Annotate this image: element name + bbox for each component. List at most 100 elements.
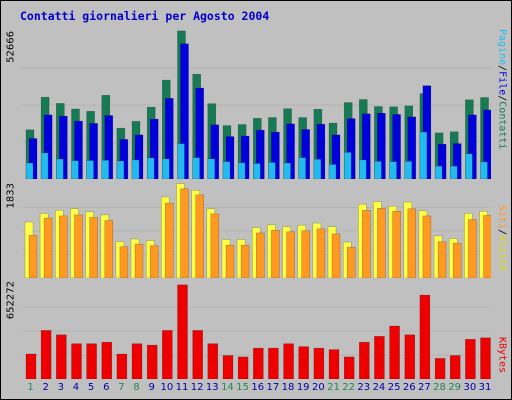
bar-file-day-18 [286,123,295,179]
bar-siti-day-23 [362,210,371,278]
bar-siti-day-7 [119,246,129,278]
bar-file-day-22 [346,118,356,179]
bar-siti-day-11 [180,188,189,278]
bar-pagine-day-2 [40,152,49,179]
bar-kbytes-day-22 [343,356,355,379]
bar-siti-day-28 [437,241,447,278]
bar-file-day-6 [104,115,114,179]
x-label-day-14: 14 [221,382,234,393]
x-label-day-23: 23 [357,382,371,393]
bar-pagine-day-8 [131,159,140,179]
bar-kbytes-day-7 [116,353,128,379]
x-label-day-28: 28 [433,382,446,393]
bar-siti-day-2 [43,217,53,278]
bar-pagine-day-14 [222,161,231,179]
bar-pagine-day-17 [268,162,276,179]
bar-siti-day-20 [316,228,326,278]
bar-siti-day-22 [346,246,356,278]
bar-siti-day-21 [331,233,341,278]
bar-kbytes-day-18 [283,343,294,379]
bar-kbytes-day-16 [253,347,264,379]
bar-file-day-7 [119,139,129,179]
x-label-day-17: 17 [266,382,280,393]
bar-file-day-21 [331,134,341,179]
x-label-day-20: 20 [311,382,325,393]
x-label-day-2: 2 [42,382,49,393]
middle-legend: Siti/Visite [493,205,511,275]
bar-siti-day-3 [59,215,68,278]
x-label-day-10: 10 [160,382,174,393]
bar-kbytes-day-23 [359,341,370,379]
bar-kbytes-day-20 [313,347,325,379]
bar-pagine-day-4 [71,160,79,179]
x-label-day-21: 21 [327,382,340,393]
bar-pagine-day-11 [177,143,185,179]
x-label-day-12: 12 [190,382,204,393]
bar-kbytes-day-17 [268,347,279,379]
legend-file: File [496,71,508,96]
bar-pagine-day-25 [389,161,397,179]
bar-kbytes-day-25 [389,325,400,379]
bar-siti-day-29 [452,242,462,278]
bar-kbytes-day-28 [434,358,446,379]
top-axis-max-label: 52666 [5,31,17,63]
bar-kbytes-day-4 [71,343,82,379]
x-label-day-22: 22 [342,382,355,393]
top-bar-chart [21,30,491,179]
bottom-axis-max: 652272 [3,281,19,341]
x-label-day-26: 26 [402,382,416,393]
bar-pagine-day-30 [465,153,473,179]
bar-pagine-day-13 [207,158,216,179]
bar-siti-day-30 [468,219,477,278]
bar-file-day-15 [240,135,250,179]
bar-kbytes-day-13 [207,343,219,379]
x-label-day-9: 9 [148,382,155,393]
bar-kbytes-day-19 [298,346,309,379]
bar-pagine-day-27 [419,131,428,179]
bottom-legend: KBytes [493,337,511,377]
bar-pagine-day-31 [480,161,488,179]
top-panel [21,29,491,179]
bar-file-day-5 [89,123,98,179]
bar-kbytes-day-27 [419,294,431,379]
bar-siti-day-10 [165,202,174,278]
bar-kbytes-day-12 [192,330,203,379]
bar-kbytes-day-21 [328,349,340,379]
x-label-day-18: 18 [281,382,295,393]
bar-pagine-day-12 [192,157,200,179]
bar-kbytes-day-1 [25,353,37,379]
bar-kbytes-day-29 [449,355,461,379]
bar-kbytes-day-15 [237,356,249,379]
bar-siti-day-4 [74,214,83,278]
bar-kbytes-day-2 [40,330,52,379]
bar-file-day-16 [256,129,265,179]
bar-siti-day-8 [134,243,144,278]
legend-siti: Siti [496,205,508,230]
bar-siti-day-14 [225,244,235,278]
bar-siti-day-9 [149,245,159,278]
bar-file-day-26 [407,116,417,179]
x-label-day-15: 15 [236,382,249,393]
bar-file-day-23 [362,113,371,179]
bar-pagine-day-29 [449,165,458,179]
bar-siti-day-17 [271,230,280,278]
x-label-day-30: 30 [463,382,477,393]
bar-kbytes-day-9 [146,344,158,379]
bar-siti-day-24 [377,208,386,278]
chart-title: Contatti giornalieri per Agosto 2004 [20,9,270,23]
bar-file-day-25 [392,114,401,179]
bar-pagine-day-26 [404,161,413,179]
bar-siti-day-15 [240,244,250,278]
x-label-day-25: 25 [387,382,401,393]
x-label-day-31: 31 [478,382,492,393]
bar-siti-day-6 [104,220,114,278]
bar-siti-day-1 [28,235,38,278]
x-label-day-6: 6 [103,382,110,393]
bar-siti-day-5 [89,217,98,278]
bar-pagine-day-24 [374,161,382,179]
x-label-day-29: 29 [448,382,462,393]
bar-file-day-17 [271,131,280,179]
bar-file-day-12 [195,87,204,179]
bar-siti-day-25 [392,211,401,278]
